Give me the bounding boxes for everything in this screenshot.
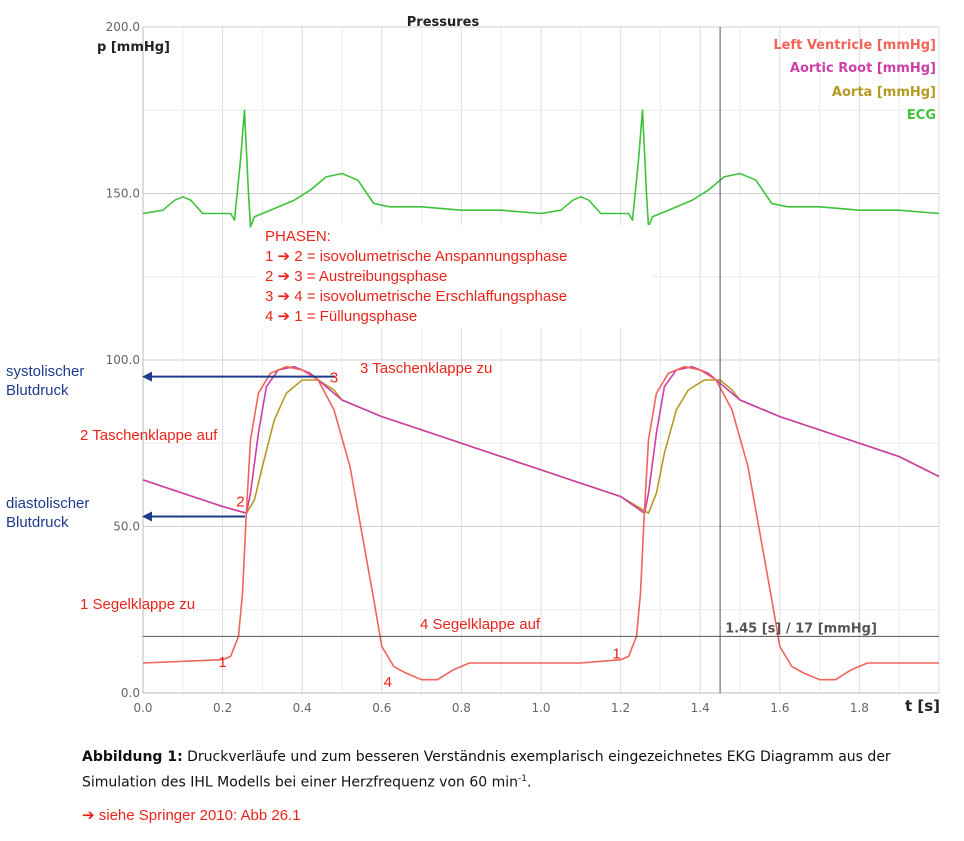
grid <box>142 26 940 694</box>
diastolic-arrow-head <box>142 511 152 522</box>
legend-entry-aortic-root: Aortic Root [mmHg] <box>790 61 936 76</box>
x-ticks: 0.0 0.2 0.4 0.6 0.8 1.0 1.2 1.4 1.6 1.8 <box>133 701 868 715</box>
x-tick-label: 1.6 <box>770 701 789 715</box>
legend-entry-left-ventricle: Left Ventricle [mmHg] <box>773 38 936 53</box>
x-tick-label: 0.0 <box>133 701 152 715</box>
caption-text: Druckverläufe und zum besseren Verständn… <box>82 749 891 791</box>
diastolic-label-line2: Blutdruck <box>6 514 69 531</box>
systolic-arrow-head <box>142 371 152 382</box>
legend-entry-ecg: ECG <box>907 108 936 123</box>
x-tick-label: 0.8 <box>452 701 471 715</box>
figure-caption: Abbildung 1: Druckverläufe und zum besse… <box>82 746 962 794</box>
series-group <box>142 109 940 681</box>
phase-1: 1 ➔ 2 = isovolumetrische Anspannungsphas… <box>265 248 567 265</box>
phase-point-label: 3 <box>330 370 338 387</box>
note-segelklappe-auf: 4 Segelklappe auf <box>420 616 541 633</box>
x-tick-label: 0.6 <box>372 701 391 715</box>
series-line-ecg <box>142 109 940 228</box>
x-tick-label: 1.8 <box>850 701 869 715</box>
phase-point-labels: 1 2 3 4 1 <box>218 370 620 691</box>
x-tick-label: 0.4 <box>293 701 312 715</box>
legend-entry-aorta: Aorta [mmHg] <box>832 85 936 100</box>
chart-title: Pressures <box>407 15 480 30</box>
x-tick-label: 1.0 <box>531 701 550 715</box>
phase-4: 4 ➔ 1 = Füllungsphase <box>265 308 417 325</box>
phase-point-label: 1 <box>218 654 226 671</box>
systolic-label-line1: systolischer <box>6 363 84 380</box>
caption-superscript: -1 <box>518 774 527 784</box>
note-segelklappe-zu: 1 Segelklappe zu <box>80 596 195 613</box>
y-tick-label: 100.0 <box>106 353 140 367</box>
phase-point-label: 1 <box>612 645 620 662</box>
phase-3: 3 ➔ 4 = isovolumetrische Erschlaffungsph… <box>265 288 567 305</box>
phases-box <box>256 225 652 328</box>
y-axis-label: p [mmHg] <box>97 40 170 55</box>
phase-point-label: 4 <box>384 674 392 691</box>
phase-point-label: 2 <box>236 494 244 511</box>
systolic-label-line2: Blutdruck <box>6 382 69 399</box>
x-axis-label: t [s] <box>905 697 940 715</box>
phases-title: PHASEN: <box>265 228 331 245</box>
phase-2: 2 ➔ 3 = Austreibungsphase <box>265 268 447 285</box>
diastolic-label-line1: diastolischer <box>6 495 89 512</box>
x-tick-label: 1.4 <box>691 701 710 715</box>
legend: Left Ventricle [mmHg] Aortic Root [mmHg]… <box>773 38 936 123</box>
note-taschenklappe-zu: 3 Taschenklappe zu <box>360 360 492 377</box>
caption-label: Abbildung 1: <box>82 749 183 765</box>
caption-end: . <box>526 774 532 791</box>
pressure-chart: 0.0 50.0 100.0 150.0 200.0 0.0 0.2 0.4 0.6 0.8 1.… <box>6 15 940 715</box>
cursor-readout: 1.45 [s] / 17 [mmHg] <box>725 621 877 636</box>
series-line-left-ventricle-mmhg <box>142 365 939 681</box>
y-tick-label: 50.0 <box>113 520 140 534</box>
reference-note: ➔ siehe Springer 2010: Abb 26.1 <box>82 807 301 824</box>
x-tick-label: 1.2 <box>611 701 630 715</box>
y-tick-label: 150.0 <box>106 187 140 201</box>
y-tick-label: 0.0 <box>121 686 140 700</box>
series-line-aortic-root-mmhg <box>142 365 940 514</box>
y-ticks: 0.0 50.0 100.0 150.0 200.0 <box>106 20 140 700</box>
note-taschenklappe-auf: 2 Taschenklappe auf <box>80 427 218 444</box>
y-tick-label: 200.0 <box>106 20 140 34</box>
x-tick-label: 0.2 <box>213 701 232 715</box>
